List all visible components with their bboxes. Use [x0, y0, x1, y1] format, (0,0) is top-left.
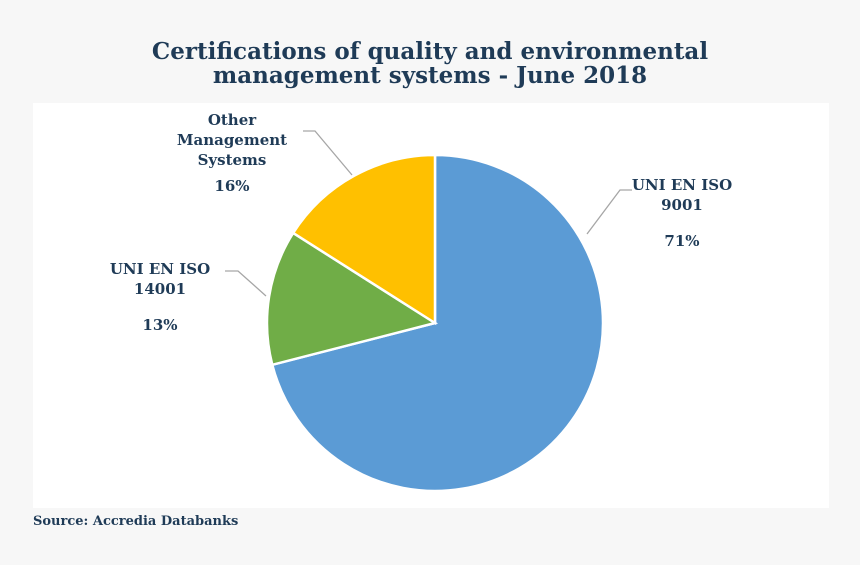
leader-line-iso14001: [225, 270, 267, 297]
pie-slice-iso14001: [265, 231, 439, 367]
slice-label-iso14001-line-2: 14001: [133, 280, 187, 298]
pie-slice-iso9001: [270, 153, 605, 493]
slice-label-other-line-3: Systems: [197, 151, 267, 169]
slice-label-iso14001: UNI EN ISO 14001 13%: [90, 259, 230, 335]
source-note: Source: Accredia Databanks: [33, 514, 239, 529]
slice-value-iso14001: 13%: [142, 316, 178, 334]
leader-line-other: [303, 130, 353, 176]
slice-value-other: 16%: [214, 177, 250, 195]
leader-line-iso9001: [586, 189, 632, 235]
chart-title-line-2: management systems - June 2018: [212, 62, 648, 89]
slice-label-iso9001: UNI EN ISO 9001 71%: [612, 175, 752, 251]
slice-label-other: Other Management Systems 16%: [162, 110, 302, 196]
slice-label-other-line-2: Management: [176, 131, 288, 149]
slice-label-other-line-1: Other: [207, 111, 257, 129]
slice-label-iso14001-line-1: UNI EN ISO: [109, 260, 211, 278]
chart-title: Certifications of quality and environmen…: [0, 40, 860, 88]
slice-value-iso9001: 71%: [664, 232, 700, 250]
chart-title-line-1: Certifications of quality and environmen…: [151, 38, 709, 65]
slice-label-iso9001-line-2: 9001: [661, 196, 703, 214]
pie-slice-other: [291, 153, 437, 326]
slice-label-iso9001-line-1: UNI EN ISO: [631, 176, 733, 194]
